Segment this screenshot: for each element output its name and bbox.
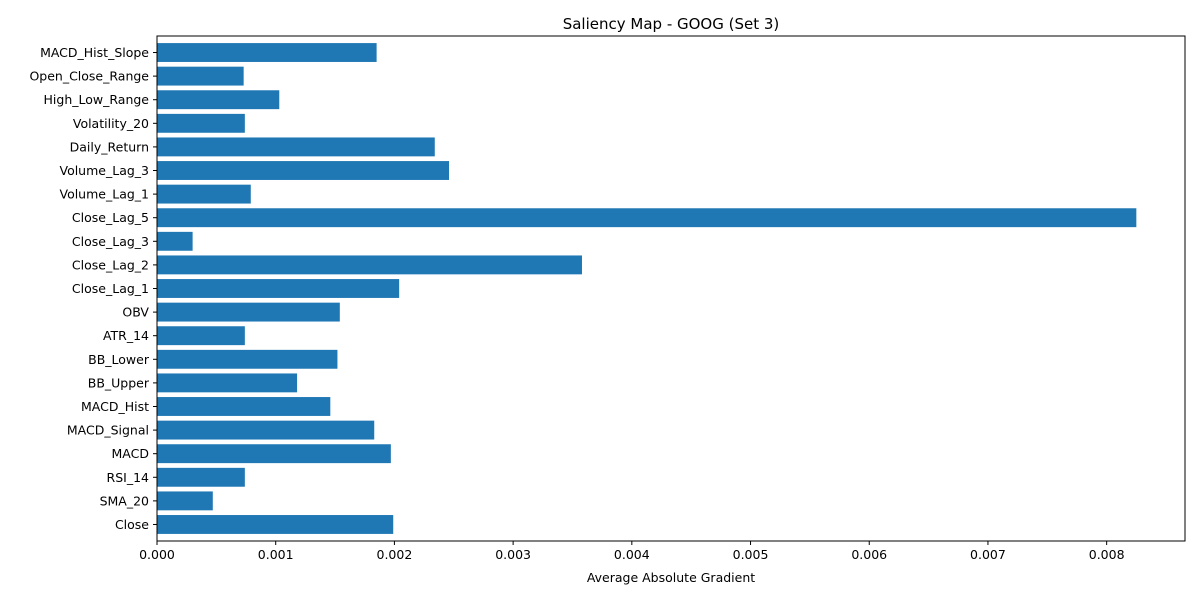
y-tick-label: OBV bbox=[122, 305, 149, 320]
bar-bb-lower bbox=[157, 349, 338, 369]
y-tick-label: Close_Lag_1 bbox=[72, 281, 149, 296]
y-tick-label: Close_Lag_5 bbox=[72, 210, 149, 225]
bar-macd-signal bbox=[157, 420, 375, 440]
bar-close-lag-3 bbox=[157, 231, 193, 251]
x-tick-label: 0.002 bbox=[377, 547, 413, 562]
x-axis-label: Average Absolute Gradient bbox=[587, 570, 755, 585]
bar-macd-hist-slope bbox=[157, 43, 377, 62]
bars-group bbox=[157, 43, 1137, 534]
y-tick-label: High_Low_Range bbox=[44, 92, 150, 107]
bar-close-lag-5 bbox=[157, 208, 1137, 228]
bar-sma-20 bbox=[157, 491, 213, 511]
y-tick-label: Daily_Return bbox=[70, 139, 149, 154]
x-tick-label: 0.005 bbox=[733, 547, 769, 562]
bar-daily-return bbox=[157, 137, 435, 157]
bar-atr-14 bbox=[157, 326, 245, 346]
x-tick-label: 0.008 bbox=[1089, 547, 1125, 562]
y-tick-label: SMA_20 bbox=[100, 493, 149, 508]
y-tick-label: Volume_Lag_3 bbox=[59, 163, 149, 178]
bar-volume-lag-1 bbox=[157, 184, 251, 204]
y-tick-label: MACD_Hist_Slope bbox=[40, 45, 149, 60]
y-tick-label: MACD bbox=[112, 446, 149, 461]
y-tick-label: Close_Lag_2 bbox=[72, 257, 149, 272]
y-tick-label: Volatility_20 bbox=[73, 116, 149, 131]
bar-close bbox=[157, 515, 394, 534]
bar-open-close-range bbox=[157, 66, 244, 86]
x-tick-label: 0.001 bbox=[258, 547, 294, 562]
y-tick-label: MACD_Signal bbox=[67, 423, 149, 438]
y-axis-ticks: Close SMA_20 RSI_14 MACD MACD_Signal MACD_His… bbox=[29, 45, 157, 532]
x-tick-label: 0.003 bbox=[495, 547, 531, 562]
x-tick-label: 0.000 bbox=[139, 547, 175, 562]
y-tick-label: RSI_14 bbox=[107, 470, 150, 485]
y-tick-label: Open_Close_Range bbox=[29, 69, 149, 84]
bar-macd-hist bbox=[157, 397, 331, 416]
bar-macd bbox=[157, 444, 391, 464]
x-tick-label: 0.004 bbox=[614, 547, 650, 562]
bar-rsi-14 bbox=[157, 467, 245, 487]
bar-volume-lag-3 bbox=[157, 161, 450, 180]
bar-high-low-range bbox=[157, 90, 280, 110]
y-tick-label: Close_Lag_3 bbox=[72, 234, 149, 249]
y-tick-label: BB_Lower bbox=[88, 352, 150, 367]
bar-volatility-20 bbox=[157, 113, 245, 133]
bar-bb-upper bbox=[157, 373, 298, 393]
bar-obv bbox=[157, 302, 340, 322]
x-tick-label: 0.007 bbox=[970, 547, 1006, 562]
y-tick-label: BB_Upper bbox=[88, 375, 150, 390]
y-tick-label: ATR_14 bbox=[103, 328, 149, 343]
plot-frame bbox=[156, 35, 1186, 542]
x-tick-label: 0.006 bbox=[851, 547, 887, 562]
bar-close-lag-2 bbox=[157, 255, 582, 275]
bar-close-lag-1 bbox=[157, 279, 400, 298]
y-tick-label: Close bbox=[115, 517, 149, 532]
y-tick-label: Volume_Lag_1 bbox=[59, 187, 149, 202]
y-tick-label: MACD_Hist bbox=[81, 399, 149, 414]
chart-title: Saliency Map - GOOG (Set 3) bbox=[563, 15, 780, 33]
x-axis-ticks: 0.000 0.001 0.002 0.003 0.004 0.005 0.006 0.007… bbox=[139, 541, 1125, 562]
